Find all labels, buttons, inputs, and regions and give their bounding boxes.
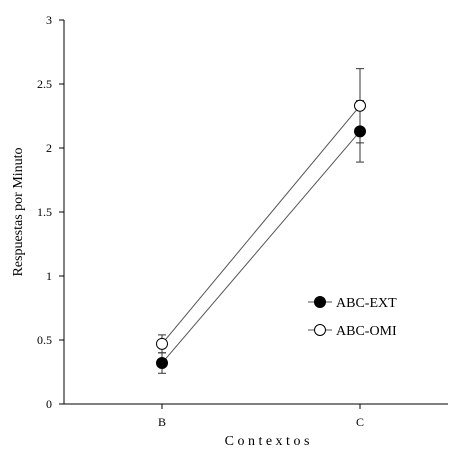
legend-label: ABC-OMI	[336, 324, 397, 339]
data-point-abc-ext	[156, 357, 168, 370]
y-tick-label: 1.5	[37, 205, 52, 219]
ticks: 0 0.5 1 1.5 2 2.5 3 B C	[37, 13, 364, 429]
y-tick-label: 3	[46, 13, 52, 27]
legend-label: ABC-EXT	[336, 296, 397, 311]
x-tick-label: B	[158, 415, 166, 429]
y-tick-label: 1	[46, 269, 52, 283]
legend-marker	[314, 324, 326, 336]
data-point-abc-omi	[156, 337, 168, 350]
y-tick-label: 2.5	[37, 77, 52, 91]
series-layer	[156, 68, 366, 374]
x-tick-label: C	[356, 415, 364, 429]
series-line-abc-omi	[161, 105, 361, 345]
data-point-abc-omi	[354, 99, 366, 112]
legend-marker	[314, 296, 326, 308]
series-line-abc-ext	[161, 131, 361, 364]
legend: ABC-EXT ABC-OMI	[308, 296, 397, 339]
y-tick-label: 2	[46, 141, 52, 155]
y-tick-label: 0	[46, 397, 52, 411]
y-axis-title: Respuestas por Minuto	[11, 147, 26, 276]
axes	[63, 20, 448, 405]
y-tick-label: 0.5	[37, 333, 52, 347]
data-point-abc-ext	[354, 125, 366, 138]
x-axis-title: C o n t e x t o s	[225, 434, 310, 449]
